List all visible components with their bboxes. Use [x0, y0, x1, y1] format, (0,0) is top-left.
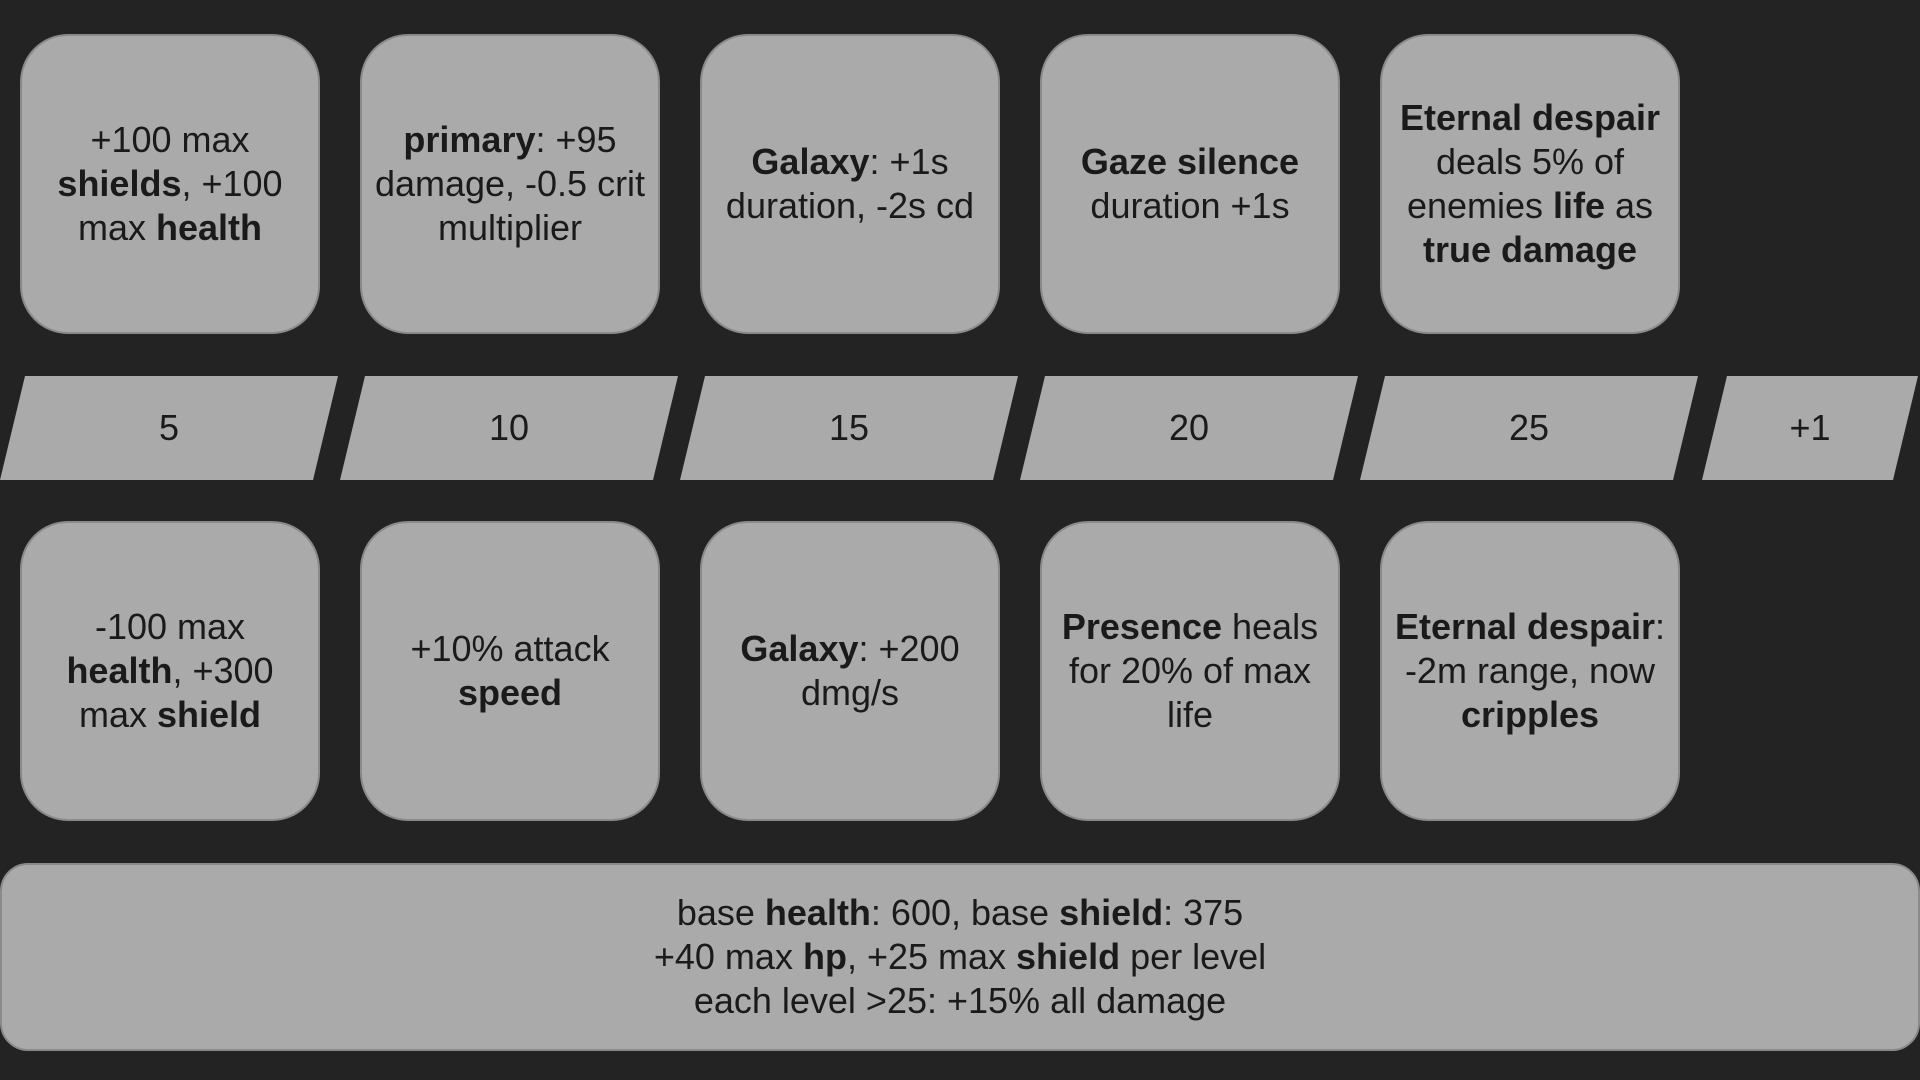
base-stats-line-3: each level >25: +15% all damage: [693, 980, 1227, 1021]
talent-card-level-10-bottom: +10% attack speed: [360, 521, 660, 821]
talent-text: +100 max shields, +100 max health: [57, 119, 283, 248]
talent-card-level-20-top: Gaze silence duration +1s: [1040, 34, 1340, 334]
talent-card-level-15-bottom: Galaxy: +200 dmg/s: [700, 521, 1000, 821]
base-stats-panel: base health: 600, base shield: 375 +40 m…: [0, 863, 1920, 1051]
talent-text: Eternal despair: -2m range, now cripples: [1394, 606, 1666, 735]
talent-text: Gaze silence duration +1s: [1080, 141, 1300, 226]
talent-card-level-5-top: +100 max shields, +100 max health: [20, 34, 320, 334]
level-banner-10: 10: [340, 376, 678, 480]
level-banner-20: 20: [1020, 376, 1358, 480]
talent-text: Presence heals for 20% of max life: [1061, 606, 1319, 735]
level-label: 20: [1168, 407, 1210, 448]
talent-text: primary: +95 damage, -0.5 crit multiplie…: [374, 119, 646, 248]
level-label: 15: [828, 407, 870, 448]
talent-card-level-20-bottom: Presence heals for 20% of max life: [1040, 521, 1340, 821]
talent-card-level-25-bottom: Eternal despair: -2m range, now cripples: [1380, 521, 1680, 821]
talent-text: Galaxy: +1s duration, -2s cd: [725, 141, 975, 226]
level-label: 5: [158, 407, 180, 448]
talent-text: Galaxy: +200 dmg/s: [740, 628, 960, 713]
level-label: 25: [1508, 407, 1550, 448]
talent-text: -100 max health, +300 max shield: [66, 606, 274, 735]
level-banner-15: 15: [680, 376, 1018, 480]
level-banner-25: 25: [1360, 376, 1698, 480]
talent-card-level-5-bottom: -100 max health, +300 max shield: [20, 521, 320, 821]
level-label: +1: [1789, 407, 1831, 448]
talent-card-level-10-top: primary: +95 damage, -0.5 crit multiplie…: [360, 34, 660, 334]
base-stats-line-1: base health: 600, base shield: 375: [676, 892, 1244, 933]
talent-text: +10% attack speed: [410, 628, 610, 713]
talent-text: Eternal despair deals 5% of enemies life…: [1399, 97, 1661, 270]
level-banner-plus-1: +1: [1702, 376, 1918, 480]
talent-card-level-25-top: Eternal despair deals 5% of enemies life…: [1380, 34, 1680, 334]
level-label: 10: [488, 407, 530, 448]
base-stats-line-2: +40 max hp, +25 max shield per level: [653, 936, 1267, 977]
talent-card-level-15-top: Galaxy: +1s duration, -2s cd: [700, 34, 1000, 334]
level-banner-5: 5: [0, 376, 338, 480]
